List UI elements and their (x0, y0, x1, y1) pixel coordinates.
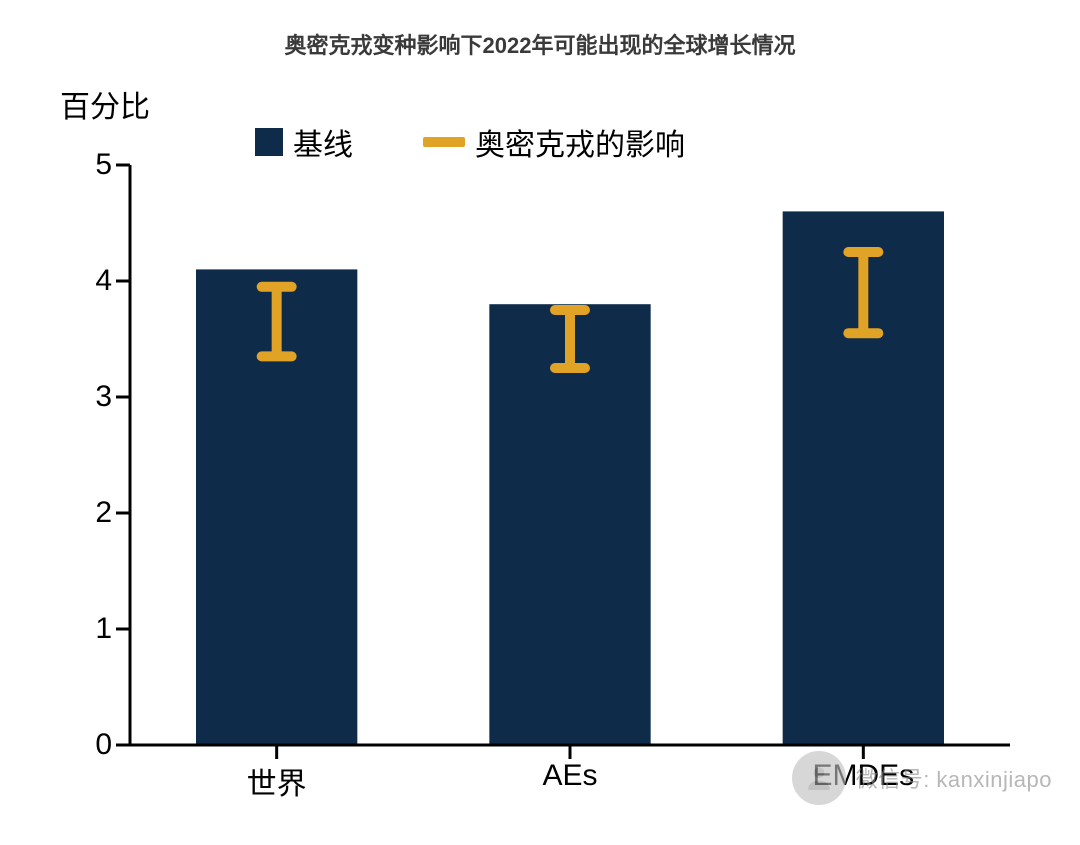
plot-area: 0 1 2 3 4 5 世界 AEs EMDEs (130, 165, 1010, 745)
legend-label-baseline: 基线 (293, 120, 353, 164)
y-axis-label: 百分比 (60, 82, 150, 126)
legend-swatch-omicron (423, 137, 465, 147)
chart-legend: 基线 奥密克戎的影响 (255, 120, 685, 164)
legend-swatch-baseline (255, 128, 283, 156)
legend-item-omicron: 奥密克戎的影响 (423, 120, 685, 164)
legend-label-omicron: 奥密克戎的影响 (475, 120, 685, 164)
chart-title: 奥密克戎变种影响下2022年可能出现的全球增长情况 (0, 28, 1080, 60)
chart-svg (130, 165, 1010, 745)
legend-item-baseline: 基线 (255, 120, 353, 164)
